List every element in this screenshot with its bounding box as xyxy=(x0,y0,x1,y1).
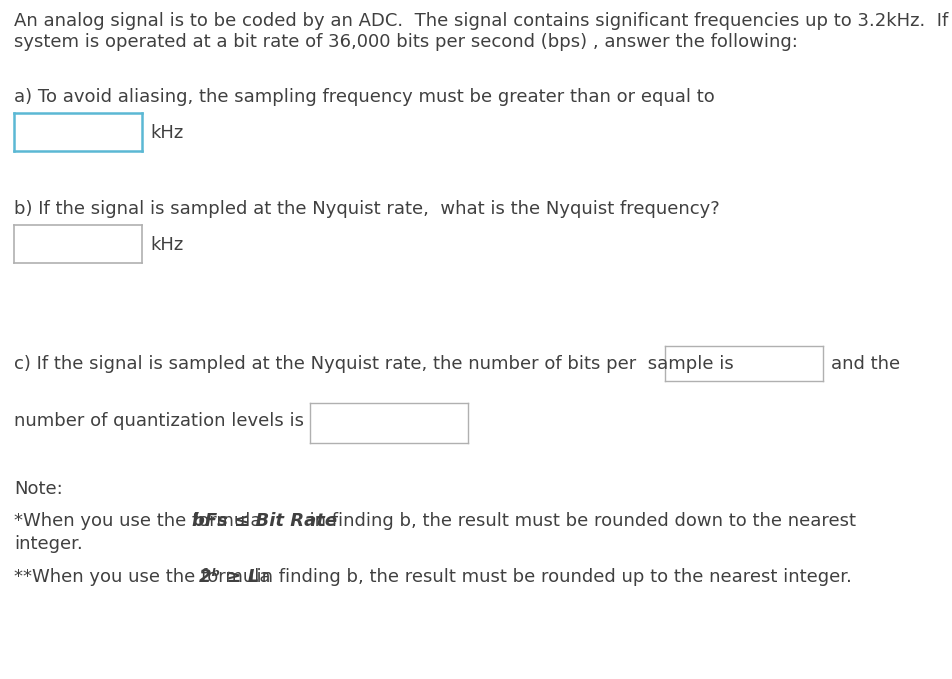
Text: in finding b, the result must be rounded down to the nearest: in finding b, the result must be rounded… xyxy=(298,512,856,530)
Text: in finding b, the result must be rounded up to the nearest integer.: in finding b, the result must be rounded… xyxy=(245,568,850,586)
Text: a) To avoid aliasing, the sampling frequency must be greater than or equal to: a) To avoid aliasing, the sampling frequ… xyxy=(14,88,714,106)
Text: kHz: kHz xyxy=(149,124,183,142)
Text: bFs ≤ Bit Rate: bFs ≤ Bit Rate xyxy=(192,512,337,530)
Text: b) If the signal is sampled at the Nyquist rate,  what is the Nyquist frequency?: b) If the signal is sampled at the Nyqui… xyxy=(14,200,719,218)
Text: Note:: Note: xyxy=(14,480,63,498)
Text: *When you use the formula: *When you use the formula xyxy=(14,512,267,530)
Text: integer.: integer. xyxy=(14,535,83,553)
Text: kHz: kHz xyxy=(149,236,183,254)
Text: An analog signal is to be coded by an ADC.  The signal contains significant freq: An analog signal is to be coded by an AD… xyxy=(14,12,952,30)
Text: **When you use the formula: **When you use the formula xyxy=(14,568,276,586)
Text: 2ᵇ ≥ L: 2ᵇ ≥ L xyxy=(199,568,259,586)
Text: system is operated at a bit rate of 36,000 bits per second (bps) , answer the fo: system is operated at a bit rate of 36,0… xyxy=(14,33,797,51)
Text: number of quantization levels is: number of quantization levels is xyxy=(14,412,304,430)
Text: and the: and the xyxy=(830,355,900,373)
Text: c) If the signal is sampled at the Nyquist rate, the number of bits per  sample : c) If the signal is sampled at the Nyqui… xyxy=(14,355,733,373)
